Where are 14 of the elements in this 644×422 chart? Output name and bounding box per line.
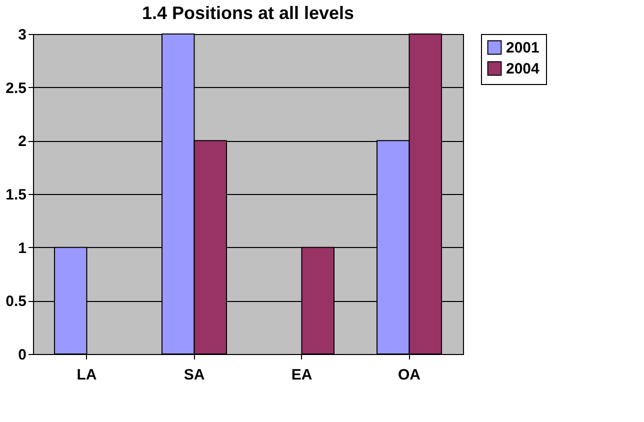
legend-label: 2001 <box>506 40 540 56</box>
x-tick-label: LA <box>76 366 97 384</box>
x-tick-label: SA <box>184 366 205 384</box>
chart-title: 1.4 Positions at all levels <box>142 3 354 23</box>
y-tick-label: 0 <box>18 346 26 364</box>
y-tick-label: 0.5 <box>6 293 26 310</box>
y-tick-label: 2.5 <box>6 80 26 97</box>
y-tick-label: 3 <box>18 26 26 44</box>
y-tick-label: 1.5 <box>6 186 26 204</box>
x-tick-label: EA <box>291 366 312 384</box>
y-tick-label: 2 <box>18 133 26 150</box>
y-tick-label: 1 <box>18 240 26 257</box>
legend-label: 2004 <box>506 60 540 78</box>
x-tick-label: OA <box>398 366 421 384</box>
